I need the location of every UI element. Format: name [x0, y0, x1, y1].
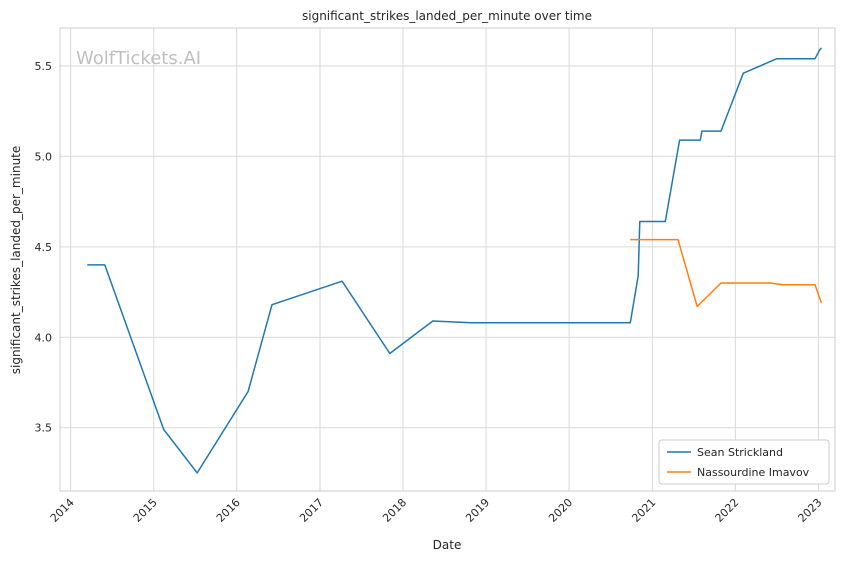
chart-title: significant_strikes_landed_per_minute ov…	[302, 9, 592, 23]
legend-label-nassourdine-imavov: Nassourdine Imavov	[697, 466, 810, 479]
horizontal-gridlines	[60, 65, 835, 429]
series-line-nassourdine-imavov	[630, 238, 823, 308]
x-tick-label: 2017	[297, 496, 326, 525]
legend: Sean Strickland Nassourdine Imavov	[658, 439, 830, 485]
x-axis-label: Date	[433, 538, 462, 552]
x-tick-label: 2023	[796, 496, 825, 525]
watermark-text: WolfTickets.AI	[76, 48, 202, 69]
y-tick-label: 4.5	[35, 241, 53, 254]
x-tick-label: 2019	[463, 496, 492, 525]
y-axis-label: significant_strikes_landed_per_minute	[9, 146, 23, 375]
y-tick-labels: 3.5 4.0 4.5 5.0 5.5	[35, 60, 53, 435]
x-tick-label: 2020	[546, 496, 575, 525]
series-line-sean-strickland	[87, 47, 822, 474]
y-tick-label: 5.0	[35, 150, 53, 163]
vertical-gridlines	[70, 28, 819, 491]
legend-box	[658, 439, 830, 485]
x-tick-label: 2018	[380, 496, 409, 525]
x-tick-label: 2021	[629, 496, 658, 525]
x-tick-label: 2014	[48, 496, 77, 525]
series-layer	[87, 47, 823, 474]
y-tick-label: 5.5	[35, 60, 53, 73]
legend-label-sean-strickland: Sean Strickland	[697, 446, 783, 459]
x-tick-label: 2015	[131, 496, 160, 525]
x-tick-label: 2022	[712, 496, 741, 525]
x-tick-label: 2016	[214, 496, 243, 525]
y-tick-label: 3.5	[35, 422, 53, 435]
y-tick-label: 4.0	[35, 331, 53, 344]
x-tick-labels: 2014 2015 2016 2017 2018 2019 2020 2021 2022 2023	[48, 496, 825, 525]
plot-frame	[59, 27, 836, 492]
